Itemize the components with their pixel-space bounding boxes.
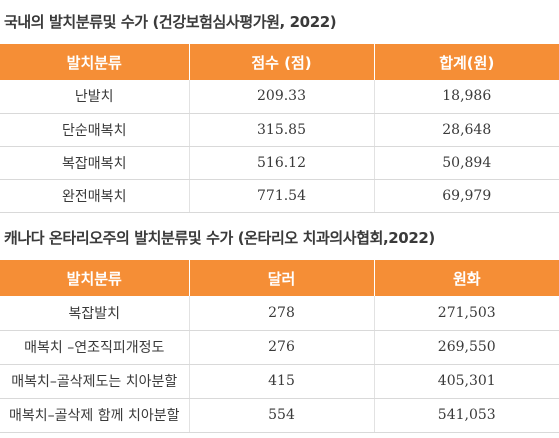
cell-total: 69,979 xyxy=(374,179,559,213)
domestic-fee-table: 발치분류 점수 (점) 합계(원) 난발치 209.33 18,986 단순매복… xyxy=(0,44,559,213)
cell-dollars: 554 xyxy=(189,398,375,433)
cell-won: 271,503 xyxy=(374,296,559,331)
column-header-won: 원화 xyxy=(374,260,559,296)
column-header-dollars: 달러 xyxy=(189,260,375,296)
domestic-fee-section: 국내의 발치분류및 수가 (건강보험심사평가원, 2022) 발치분류 점수 (… xyxy=(0,0,559,213)
cell-category: 복잡발치 xyxy=(0,296,190,331)
cell-dollars: 278 xyxy=(189,296,375,331)
table-row: 매복치–골삭제도는 치아분할 415 405,301 xyxy=(0,364,559,399)
column-header-total-won: 합계(원) xyxy=(374,44,559,80)
column-header-category: 발치분류 xyxy=(0,260,190,296)
cell-won: 269,550 xyxy=(374,330,559,365)
cell-category: 난발치 xyxy=(0,80,190,114)
ontario-fee-table: 발치분류 달러 원화 복잡발치 278 271,503 매복치 –연조직피개정도… xyxy=(0,260,559,433)
cell-category: 매복치–골삭제 함께 치아분할 xyxy=(0,398,190,433)
table-header-row: 발치분류 달러 원화 xyxy=(0,260,559,296)
table-header-row: 발치분류 점수 (점) 합계(원) xyxy=(0,44,559,80)
table-row: 매복치 –연조직피개정도 276 269,550 xyxy=(0,330,559,365)
table-row: 완전매복치 771.54 69,979 xyxy=(0,179,559,213)
cell-dollars: 415 xyxy=(189,364,375,399)
cell-points: 771.54 xyxy=(189,179,375,213)
cell-category: 완전매복치 xyxy=(0,179,190,213)
table-row: 난발치 209.33 18,986 xyxy=(0,80,559,114)
ontario-table-title: 캐나다 온타리오주의 발치분류및 수가 (온타리오 치과의사협회,2022) xyxy=(4,229,435,247)
column-header-points: 점수 (점) xyxy=(189,44,375,80)
cell-won: 405,301 xyxy=(374,364,559,399)
table-row: 복잡발치 278 271,503 xyxy=(0,296,559,331)
domestic-table-title: 국내의 발치분류및 수가 (건강보험심사평가원, 2022) xyxy=(4,13,337,31)
cell-category: 복잡매복치 xyxy=(0,146,190,180)
table-row: 매복치–골삭제 함께 치아분할 554 541,053 xyxy=(0,398,559,433)
table-row: 단순매복치 315.85 28,648 xyxy=(0,113,559,147)
cell-points: 315.85 xyxy=(189,113,375,147)
cell-points: 209.33 xyxy=(189,80,375,114)
ontario-fee-section: 캐나다 온타리오주의 발치분류및 수가 (온타리오 치과의사협회,2022) 발… xyxy=(0,216,559,433)
cell-total: 50,894 xyxy=(374,146,559,180)
column-header-category: 발치분류 xyxy=(0,44,190,80)
cell-points: 516.12 xyxy=(189,146,375,180)
cell-total: 18,986 xyxy=(374,80,559,114)
cell-category: 매복치 –연조직피개정도 xyxy=(0,330,190,365)
cell-won: 541,053 xyxy=(374,398,559,433)
cell-category: 매복치–골삭제도는 치아분할 xyxy=(0,364,190,399)
cell-total: 28,648 xyxy=(374,113,559,147)
cell-dollars: 276 xyxy=(189,330,375,365)
cell-category: 단순매복치 xyxy=(0,113,190,147)
table-row: 복잡매복치 516.12 50,894 xyxy=(0,146,559,180)
